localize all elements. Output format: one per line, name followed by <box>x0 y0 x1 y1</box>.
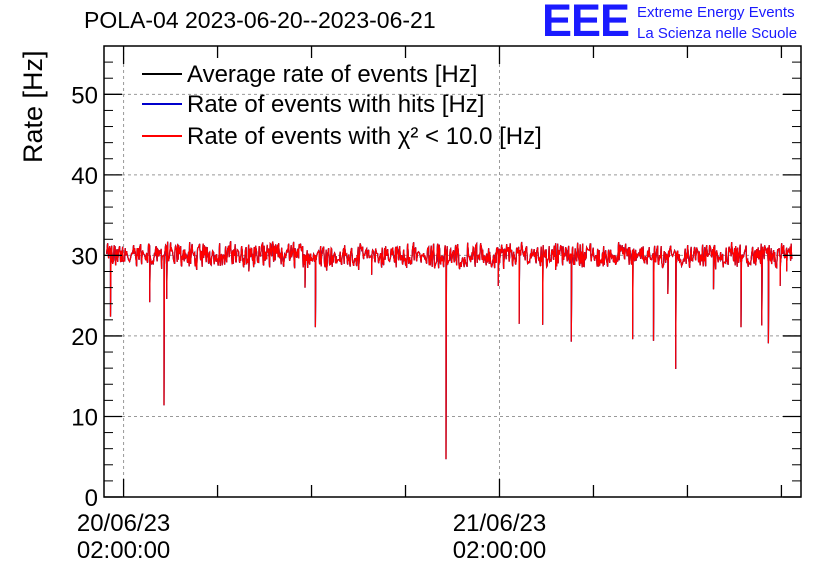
series-lines <box>106 241 793 460</box>
y-tick-label: 20 <box>71 324 98 351</box>
x-tick-label-time: 02:00:00 <box>77 537 170 564</box>
legend-label-3: Rate of events with χ² < 10.0 [Hz] <box>187 123 542 150</box>
logo-subtitle-line2: La Scienza nelle Scuole <box>637 25 798 42</box>
y-tick-label: 30 <box>71 243 98 270</box>
y-tick-label: 0 <box>85 485 98 512</box>
y-tick-label: 40 <box>71 163 98 190</box>
legend-label-2: Rate of events with hits [Hz] <box>187 91 484 118</box>
series-line-1 <box>106 241 793 460</box>
eee-logo: EEE <box>542 0 630 46</box>
logo-subtitle-line1: Extreme Energy Events <box>637 4 795 21</box>
chart-title: POLA-04 2023-06-20--2023-06-21 <box>84 7 436 33</box>
axis-ticks: 0102030405020/06/2302:00:0021/06/2302:00… <box>71 46 801 564</box>
x-tick-label-date: 20/06/23 <box>77 510 170 537</box>
y-tick-label: 50 <box>71 82 98 109</box>
x-tick-label-date: 21/06/23 <box>453 510 546 537</box>
series-line-3 <box>106 241 793 460</box>
y-tick-label: 10 <box>71 404 98 431</box>
series-line-2 <box>106 241 793 460</box>
legend: Average rate of events [Hz] Rate of event… <box>142 61 542 150</box>
legend-label-1: Average rate of events [Hz] <box>187 61 477 88</box>
x-tick-label-time: 02:00:00 <box>453 537 546 564</box>
